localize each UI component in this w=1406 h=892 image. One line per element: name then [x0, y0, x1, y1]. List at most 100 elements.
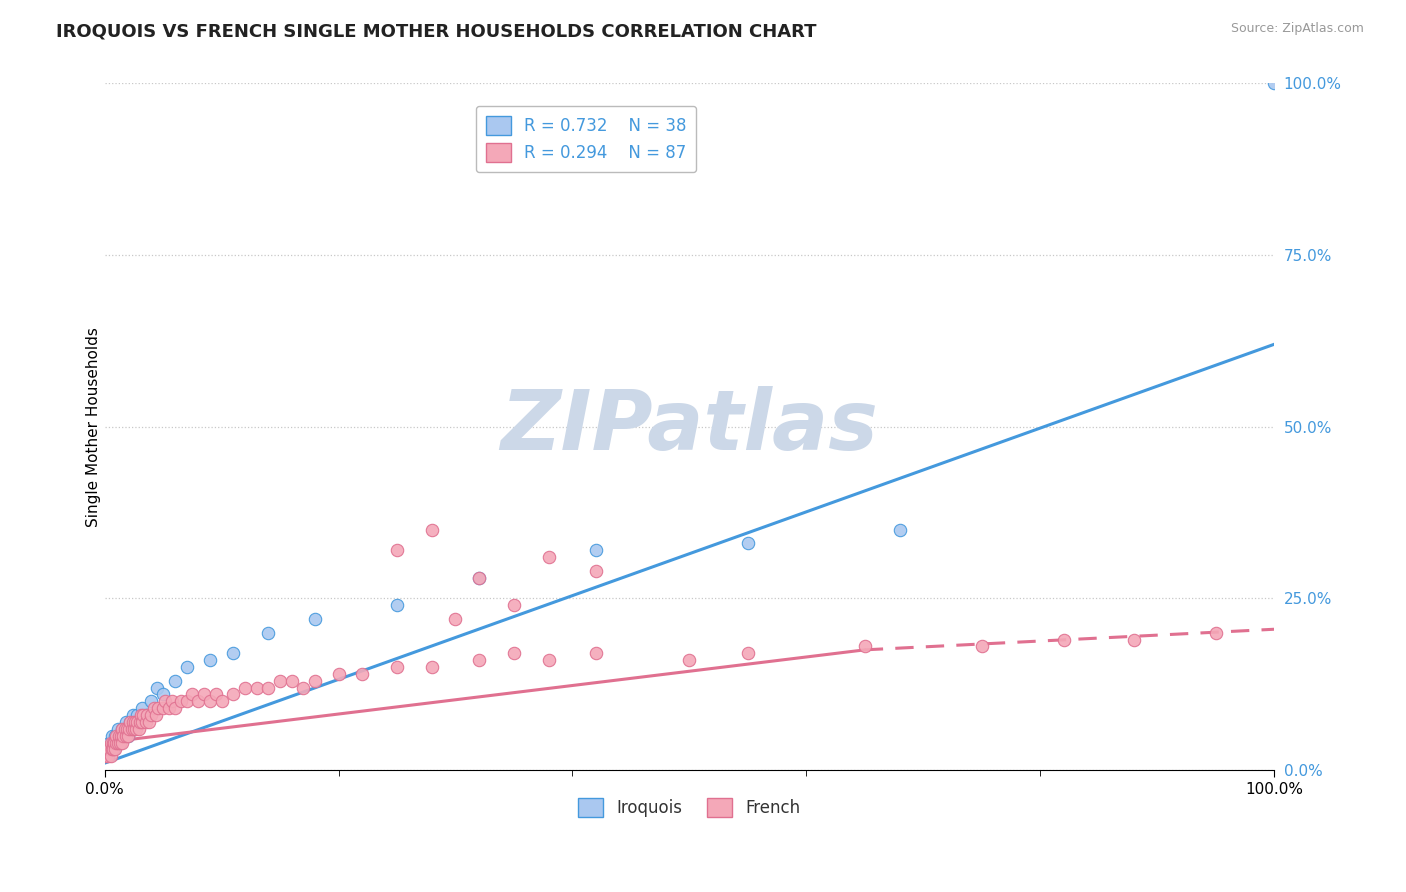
Point: [98, 742, 121, 756]
Point: [176, 660, 198, 674]
Point: [737, 646, 759, 660]
Point: [118, 722, 141, 736]
Point: [1052, 632, 1074, 647]
Point: [115, 722, 138, 736]
Point: [385, 543, 408, 558]
Point: [120, 714, 142, 729]
Point: [121, 714, 143, 729]
Point: [111, 735, 134, 749]
Point: [110, 729, 132, 743]
Point: [96, 742, 118, 756]
Point: [155, 694, 177, 708]
Point: [105, 735, 128, 749]
Point: [385, 660, 408, 674]
Point: [98, 735, 121, 749]
Point: [1263, 77, 1285, 91]
Point: [135, 714, 157, 729]
Point: [124, 714, 146, 729]
Point: [193, 688, 215, 702]
Point: [853, 640, 876, 654]
Point: [385, 599, 408, 613]
Point: [108, 735, 131, 749]
Point: [152, 701, 174, 715]
Y-axis label: Single Mother Households: Single Mother Households: [86, 326, 101, 526]
Point: [103, 742, 125, 756]
Point: [269, 673, 291, 688]
Point: [246, 681, 269, 695]
Point: [257, 625, 280, 640]
Text: IROQUOIS VS FRENCH SINGLE MOTHER HOUSEHOLDS CORRELATION CHART: IROQUOIS VS FRENCH SINGLE MOTHER HOUSEHO…: [56, 22, 817, 40]
Point: [128, 722, 150, 736]
Point: [107, 722, 129, 736]
Point: [468, 653, 491, 667]
Point: [468, 571, 491, 585]
Point: [145, 708, 167, 723]
Point: [104, 742, 127, 756]
Point: [503, 646, 526, 660]
Point: [678, 653, 700, 667]
Legend: Iroquois, French: Iroquois, French: [571, 791, 807, 823]
Point: [328, 666, 350, 681]
Point: [121, 708, 143, 723]
Point: [585, 646, 607, 660]
Point: [108, 735, 131, 749]
Point: [198, 694, 221, 708]
Point: [117, 729, 139, 743]
Point: [111, 722, 134, 736]
Point: [105, 735, 128, 749]
Point: [420, 523, 443, 537]
Point: [148, 701, 170, 715]
Point: [117, 729, 139, 743]
Point: [111, 722, 134, 736]
Point: [100, 729, 122, 743]
Point: [257, 681, 280, 695]
Point: [115, 722, 138, 736]
Point: [538, 653, 561, 667]
Point: [292, 681, 315, 695]
Point: [538, 550, 561, 565]
Point: [152, 688, 174, 702]
Point: [101, 735, 124, 749]
Point: [131, 714, 153, 729]
Point: [100, 735, 122, 749]
Point: [157, 701, 180, 715]
Point: [211, 694, 233, 708]
Point: [187, 694, 209, 708]
Point: [142, 701, 165, 715]
Point: [1122, 632, 1144, 647]
Point: [889, 523, 911, 537]
Point: [100, 749, 122, 764]
Point: [128, 714, 150, 729]
Point: [138, 714, 160, 729]
Point: [135, 708, 157, 723]
Point: [970, 640, 993, 654]
Point: [128, 714, 150, 729]
Point: [222, 646, 245, 660]
Point: [132, 708, 155, 723]
Point: [163, 673, 186, 688]
Point: [122, 722, 145, 736]
Point: [105, 729, 128, 743]
Point: [585, 564, 607, 578]
Point: [100, 742, 122, 756]
Point: [131, 701, 153, 715]
Point: [1205, 625, 1227, 640]
Text: Source: ZipAtlas.com: Source: ZipAtlas.com: [1230, 22, 1364, 36]
Point: [737, 536, 759, 550]
Point: [444, 612, 467, 626]
Point: [163, 701, 186, 715]
Point: [176, 694, 198, 708]
Point: [141, 708, 163, 723]
Point: [281, 673, 304, 688]
Point: [114, 729, 136, 743]
Point: [94, 749, 117, 764]
Point: [233, 681, 256, 695]
Point: [135, 708, 157, 723]
Point: [107, 735, 129, 749]
Point: [114, 722, 136, 736]
Point: [107, 729, 129, 743]
Point: [198, 653, 221, 667]
Point: [103, 735, 125, 749]
Point: [121, 722, 143, 736]
Point: [114, 714, 136, 729]
